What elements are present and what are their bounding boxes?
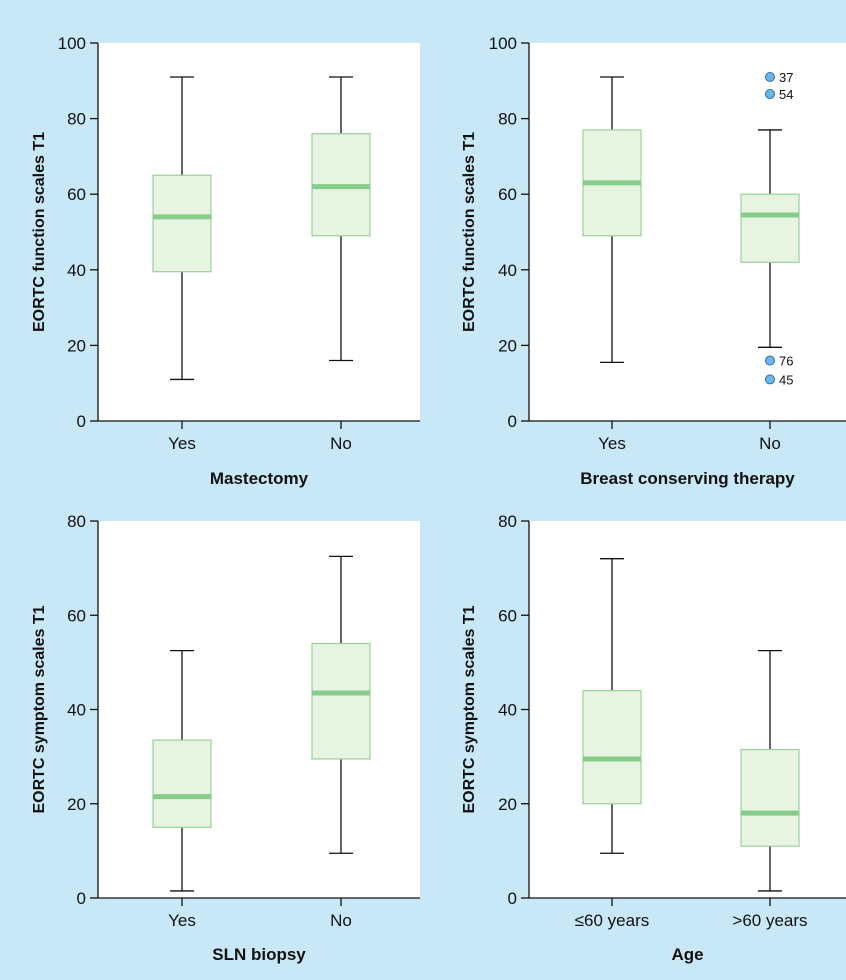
plot-area — [98, 521, 420, 898]
outlier-label: 54 — [779, 87, 793, 102]
outlier-label: 45 — [779, 372, 793, 387]
y-tick-label: 80 — [498, 110, 517, 129]
x-tick-label: Yes — [168, 911, 196, 930]
y-tick-label: 20 — [498, 336, 517, 355]
x-axis-title: Age — [671, 945, 703, 964]
outlier-label: 37 — [779, 70, 793, 85]
x-axis-title: Breast conserving therapy — [580, 469, 795, 488]
y-tick-label: 0 — [77, 889, 86, 908]
y-tick-label: 40 — [498, 261, 517, 280]
y-tick-label: 40 — [67, 701, 86, 720]
x-axis-title: Mastectomy — [210, 469, 309, 488]
y-tick-label: 100 — [489, 34, 517, 53]
y-tick-label: 0 — [77, 412, 86, 431]
x-tick-label: >60 years — [732, 911, 807, 930]
y-axis-title: EORTC symptom scales T1 — [31, 605, 48, 813]
y-tick-label: 40 — [498, 701, 517, 720]
y-tick-label: 60 — [67, 606, 86, 625]
y-tick-label: 100 — [58, 34, 86, 53]
y-tick-label: 20 — [67, 336, 86, 355]
x-tick-label: ≤60 years — [575, 911, 650, 930]
plot-area — [98, 43, 420, 421]
box-0 — [582, 76, 642, 364]
x-tick-label: Yes — [168, 434, 196, 453]
y-tick-label: 0 — [508, 412, 517, 431]
y-axis-title: EORTC symptom scales T1 — [461, 605, 478, 813]
y-axis-title: EORTC function scales T1 — [31, 132, 48, 332]
x-tick-label: No — [759, 434, 781, 453]
outlier-point — [765, 374, 775, 385]
x-tick-label: No — [330, 911, 352, 930]
chart-panel-mastectomy: 0 20 40 60 80 100 Yes No Mastectomy EORTC functio… — [31, 34, 420, 488]
outlier-point — [765, 89, 775, 100]
box-iqr — [740, 748, 800, 847]
x-tick-label: No — [330, 434, 352, 453]
box-iqr — [740, 193, 800, 263]
y-tick-label: 20 — [498, 795, 517, 814]
box-iqr — [152, 739, 212, 828]
y-tick-label: 40 — [67, 261, 86, 280]
y-tick-label: 80 — [498, 512, 517, 531]
box-1 — [740, 129, 800, 348]
box-1 — [740, 649, 800, 892]
y-tick-label: 0 — [508, 889, 517, 908]
chart-panel-sln: 0 20 40 60 80 Yes No SLN biopsy EORTC symptom sc… — [31, 512, 420, 964]
box-iqr — [152, 174, 212, 273]
x-axis-title: SLN biopsy — [212, 945, 306, 964]
y-tick-label: 60 — [498, 606, 517, 625]
box-1 — [311, 555, 371, 854]
chart-panel-age: 0 20 40 60 80 ≤60 years >60 years Age EORTC symp… — [461, 512, 846, 964]
x-tick-label: Yes — [598, 434, 626, 453]
y-tick-label: 60 — [67, 185, 86, 204]
outlier-point — [765, 355, 775, 366]
box-0 — [152, 649, 212, 892]
box-0 — [152, 76, 212, 381]
y-tick-label: 80 — [67, 110, 86, 129]
y-tick-label: 60 — [498, 185, 517, 204]
box-iqr — [582, 690, 642, 805]
box-0 — [582, 558, 642, 854]
y-axis-title: EORTC function scales T1 — [461, 132, 478, 332]
outlier-point — [765, 72, 775, 83]
y-tick-label: 20 — [67, 795, 86, 814]
chart-panel-bct: 0 20 40 60 80 100 Yes No Breast conserving thera… — [461, 34, 846, 488]
outlier-label: 76 — [779, 354, 793, 369]
box-1 — [311, 76, 371, 362]
box-iqr — [311, 642, 371, 760]
y-tick-label: 80 — [67, 512, 86, 531]
